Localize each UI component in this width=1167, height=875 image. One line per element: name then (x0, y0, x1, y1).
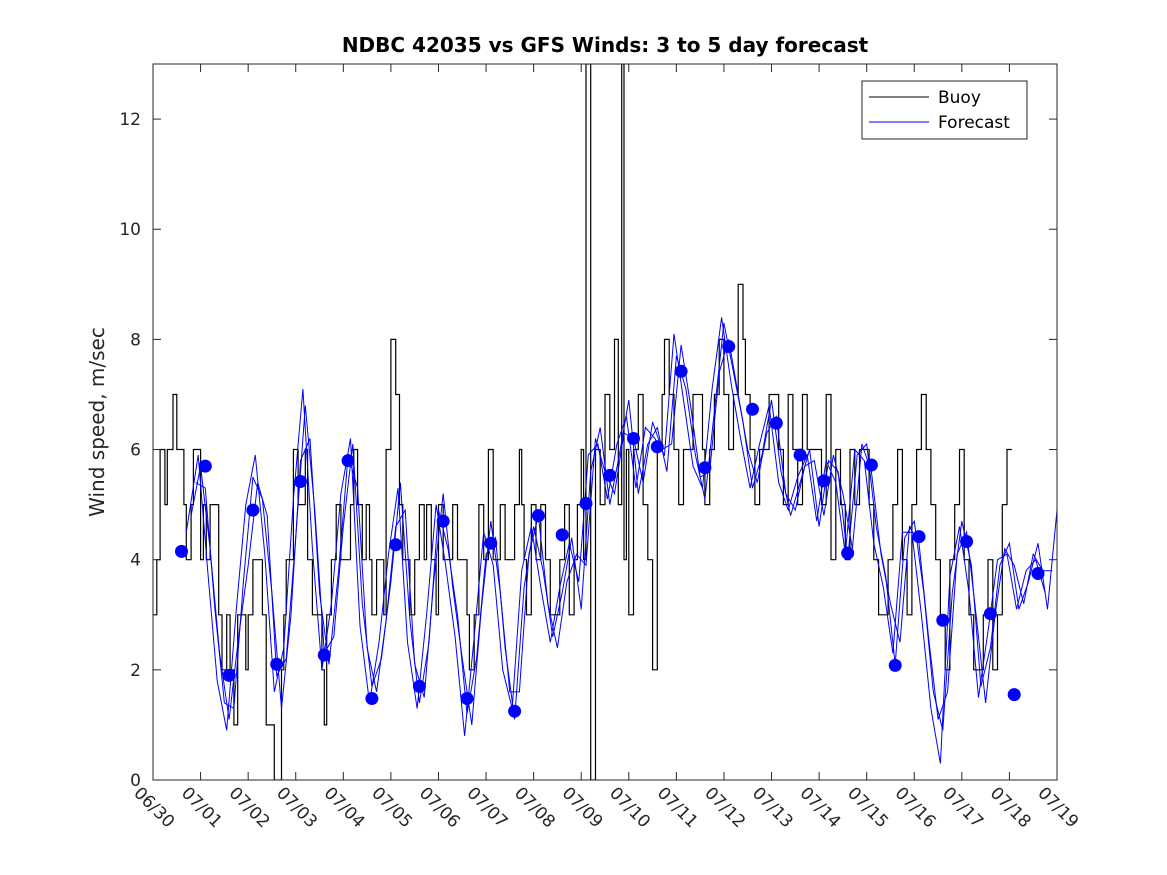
forecast-point (389, 538, 403, 552)
y-tick-label: 10 (119, 220, 141, 240)
forecast-point (412, 679, 426, 693)
y-axis-label: Wind speed, m/sec (85, 327, 109, 517)
forecast-point (341, 454, 355, 468)
forecast-point (936, 613, 950, 627)
forecast-point (294, 475, 307, 488)
x-tick-label: 07/08 (510, 783, 559, 832)
legend-label-buoy: Buoy (938, 88, 981, 108)
forecast-point (365, 692, 379, 705)
forecast-point (531, 509, 545, 523)
forecast-point (627, 432, 640, 445)
x-tick-label: 07/12 (700, 783, 749, 832)
x-tick-label: 07/02 (225, 783, 274, 832)
chart-title: NDBC 42035 vs GFS Winds: 3 to 5 day fore… (342, 33, 869, 57)
forecast-point (1007, 688, 1021, 702)
forecast-point (793, 448, 807, 462)
forecast-point (674, 364, 688, 378)
x-tick-label: 07/17 (938, 783, 987, 832)
forecast-point (817, 474, 831, 488)
forecast-point (769, 416, 783, 430)
y-tick-label: 0 (130, 771, 141, 791)
legend: Buoy Forecast (861, 80, 1028, 140)
forecast-point (436, 514, 450, 528)
x-tick-label: 07/11 (653, 783, 702, 832)
forecast-point (555, 528, 569, 542)
x-tick-label: 07/01 (177, 783, 226, 832)
x-tick-label: 07/06 (415, 783, 464, 832)
y-tick-label: 6 (130, 441, 141, 461)
forecast-point (912, 530, 926, 544)
forecast-point (841, 546, 855, 560)
y-tick-label: 12 (119, 110, 141, 130)
forecast-point (175, 544, 188, 558)
forecast-point (222, 668, 236, 682)
series-forecast-line-3 (185, 317, 1046, 764)
x-tick-label: 07/05 (367, 783, 416, 832)
x-tick-label: 07/07 (463, 783, 512, 832)
x-tick-label: 06/30 (129, 783, 178, 832)
forecast-point (484, 536, 498, 550)
x-tick-label: 07/09 (558, 783, 607, 832)
forecast-point (722, 340, 736, 353)
forecast-point (198, 459, 212, 473)
x-tick-label: 07/18 (986, 783, 1035, 832)
x-tick-label: 07/03 (272, 783, 321, 832)
series-forecast-line-1 (190, 322, 1057, 731)
forecast-point (864, 458, 878, 472)
y-tick-label: 4 (130, 551, 141, 571)
forecast-point (698, 461, 712, 475)
legend-box (861, 80, 1028, 140)
x-tick-label: 07/15 (843, 783, 892, 832)
x-tick-label: 07/16 (891, 783, 940, 832)
y-tick-label: 2 (130, 661, 141, 681)
forecast-point (983, 607, 997, 621)
forecast-point (270, 657, 284, 671)
forecast-point (650, 440, 664, 454)
y-tick-label: 8 (130, 330, 141, 350)
forecast-point (460, 692, 474, 705)
forecast-point (746, 402, 759, 416)
x-tick-label: 07/04 (320, 783, 369, 832)
forecast-point (888, 658, 902, 672)
x-tick-label: 07/10 (605, 783, 654, 832)
forecast-point (579, 497, 593, 510)
x-tick-label: 07/14 (796, 783, 845, 832)
forecast-point (508, 704, 522, 718)
x-tick-label: 07/19 (1033, 783, 1082, 832)
forecast-point (1031, 567, 1045, 580)
plot-frame (152, 63, 1058, 781)
legend-label-forecast: Forecast (938, 113, 1010, 133)
forecast-point (246, 503, 260, 517)
x-tick-label: 07/13 (748, 783, 797, 832)
forecast-point (960, 535, 974, 548)
series-forecast-line-2 (195, 339, 1053, 725)
forecast-point (317, 648, 331, 662)
forecast-point (603, 468, 617, 482)
